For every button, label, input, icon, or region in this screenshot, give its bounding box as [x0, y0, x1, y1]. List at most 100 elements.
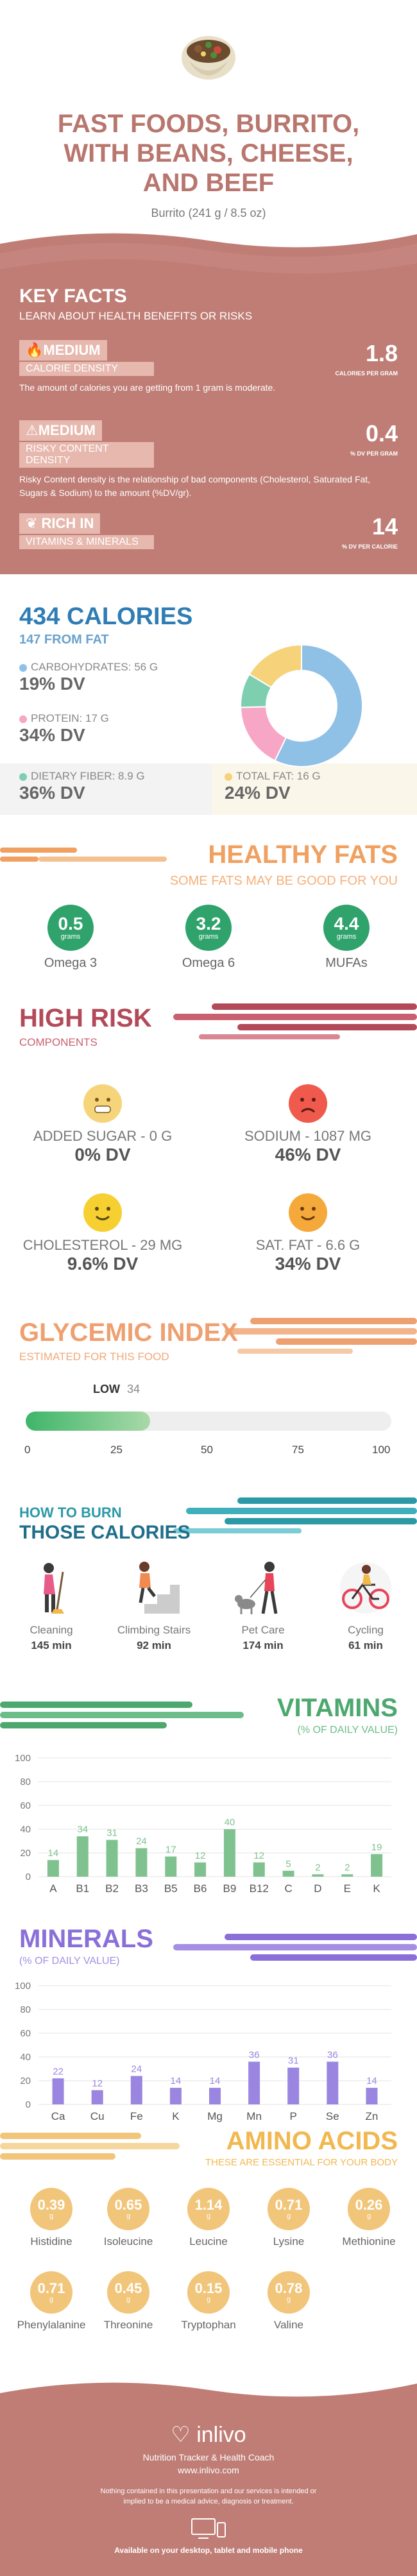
vitamins-value: 14 % DV PER CALORIE [342, 513, 398, 552]
title-line-2: WITH BEANS, CHEESE, [64, 139, 353, 167]
lysine-name: Lysine [273, 2235, 305, 2248]
vitamins-stripes [0, 1702, 244, 1728]
vitamin-ytick-label: 0 [26, 1872, 31, 1882]
key-fact-risky-content: ⚠MEDIUM RISKY CONTENT DENSITY 0.4 % DV P… [19, 420, 398, 500]
vitamin-category-label: B5 [164, 1882, 178, 1895]
calorie-density-level: MEDIUM [43, 342, 101, 358]
glycemic-level-label: LOW [93, 1383, 120, 1395]
vitamins-title: VITAMINS [277, 1694, 398, 1722]
mineral-category-label: Cu [90, 2110, 105, 2122]
smile-face-icon [289, 1193, 327, 1232]
fats-subtitle: SOME FATS MAY BE GOOD FOR YOU [169, 874, 398, 888]
fiber-dv: 36% DV [19, 783, 85, 803]
brand-url[interactable]: www.inlivo.com [178, 2465, 239, 2475]
disclaimer: Nothing contained in this presentation a… [100, 2487, 317, 2505]
mineral-category-label: P [290, 2110, 297, 2122]
vitamin-category-label: B3 [135, 1882, 148, 1895]
minerals-section: MINERALS (% OF DAILY VALUE) 0 20 40 60 80 100… [0, 1918, 417, 2137]
mineral-bar-se [327, 2061, 339, 2104]
vitamin-category-label: B9 [223, 1882, 237, 1895]
amino-tryptophan: 0.15 g Tryptophan [170, 2271, 247, 2332]
omega-6-name: Omega 6 [182, 956, 235, 970]
title-line-1: FAST FOODS, BURRITO, [57, 110, 360, 138]
sat-fat-label: SAT. FAT - 6.6 g [255, 1237, 361, 1253]
footer: ♡ inlivo Nutrition Tracker & Health Coac… [0, 2374, 417, 2576]
key-fact-calorie-density: 🔥MEDIUM CALORIE DENSITY 1.8 CALORIES PER… [19, 340, 398, 395]
risky-content-unit: % DV PER GRAM [350, 450, 398, 457]
glycemic-title: GLYCEMIC INDEX [19, 1318, 238, 1347]
brand-name: inlivo [196, 2423, 246, 2447]
carbohydrates-dv: 19% DV [19, 674, 85, 694]
minerals-bar-chart: 0 20 40 60 80 100 22 Ca 12 Cu 24 Fe 14 K 14 Mg 36 Mn 31 P 36… [15, 1981, 391, 2122]
burn-pet-care: Pet Care 174 min [221, 1559, 305, 1652]
calories-from-fat: 147 FROM FAT [19, 633, 109, 647]
gi-tick-0: 0 [24, 1444, 31, 1456]
methionine-unit: g [366, 2212, 371, 2220]
burn-title-bottom: THOSE CALORIES [19, 1522, 191, 1543]
burrito-icon [182, 36, 235, 80]
valine-name: Valine [274, 2319, 303, 2331]
footer-background [0, 2382, 417, 2576]
brand-logo[interactable]: ♡ inlivo [0, 2422, 417, 2448]
sodium-dv: 46% DV [275, 1145, 341, 1164]
amino-threonine: 0.45 g Threonine [90, 2271, 167, 2332]
burn-climbing-stairs: Climbing Stairs 92 min [112, 1559, 196, 1652]
omega-6-unit: grams [198, 933, 219, 941]
vitamins-section: VITAMINS (% OF DAILY VALUE) 0 20 40 60 80 100… [0, 1694, 417, 1912]
fat-value-badge: 3.2 grams [185, 905, 232, 951]
fiber-highlight [0, 763, 212, 815]
mineral-category-label: K [172, 2110, 180, 2122]
flame-icon: 🔥MEDIUM [19, 340, 107, 361]
minerals-subtitle: (% OF DAILY VALUE) [19, 1956, 120, 1966]
burn-stripes [173, 1497, 417, 1533]
cleaning-value: 145 min [31, 1639, 72, 1651]
mineral-bar-zn [366, 2088, 378, 2104]
calorie-density-unit: CALORIES PER GRAM [335, 370, 398, 377]
gi-tick-75: 75 [292, 1444, 304, 1456]
glycemic-stripes [225, 1318, 417, 1354]
mineral-bar-fe [130, 2076, 142, 2104]
mineral-ytick-label: 100 [15, 1981, 31, 1992]
title-line-3: AND BEEF [142, 169, 275, 197]
calorie-density-label: CALORIE DENSITY [19, 362, 154, 376]
vitamin-category-label: B6 [194, 1882, 207, 1895]
key-facts-background [0, 233, 417, 574]
fats-title: HEALTHY FATS [208, 840, 398, 869]
amino-value-badge: 0.78 g [268, 2271, 310, 2314]
vitamin-category-label: C [284, 1882, 292, 1895]
glycemic-bar [26, 1412, 391, 1431]
mineral-value-label: 36 [249, 2049, 260, 2060]
vitamin-value-label: 2 [315, 1862, 320, 1873]
risky-content-desc: Risky Content density is the relationshi… [19, 474, 371, 498]
vitamin-bar-c [282, 1870, 294, 1877]
brand-tagline: Nutrition Tracker & Health Coach [142, 2452, 275, 2462]
key-facts-title: KEY FACTS [19, 286, 127, 307]
amino-value-badge: 0.71 g [30, 2271, 72, 2314]
serving-size: Burrito (241 g / 8.5 oz) [151, 207, 266, 219]
stairs-value: 92 min [137, 1639, 171, 1651]
mineral-category-label: Se [326, 2110, 339, 2122]
mineral-value-label: 14 [366, 2076, 377, 2086]
macro-carbohydrates: CARBOHYDRATES: 56 g 19% DV [19, 661, 158, 694]
fiber-label: DIETARY FIBER: 8.9 g [31, 770, 145, 782]
valine-value: 0.78 [275, 2280, 303, 2296]
vitamin-bar-k [371, 1854, 383, 1877]
vitamin-bar-b3 [135, 1848, 148, 1877]
vitamin-value-label: 12 [195, 1850, 206, 1861]
mineral-bar-mg [209, 2088, 221, 2104]
sad-face-icon [289, 1084, 327, 1123]
added-sugar-dv: 0% DV [74, 1145, 131, 1164]
added-sugar-label: ADDED SUGAR - 0 g [33, 1128, 173, 1144]
valine-unit: g [286, 2296, 291, 2303]
mineral-value-label: 14 [171, 2076, 182, 2086]
vitamin-value-label: 12 [253, 1850, 264, 1861]
glycemic-index-section: GLYCEMIC INDEX ESTIMATED FOR THIS FOOD L… [0, 1309, 417, 1482]
vitamin-bar-b2 [106, 1839, 118, 1877]
isoleucine-value: 0.65 [114, 2197, 142, 2213]
amino-leucine: 1.14 g Leucine [170, 2188, 247, 2248]
vitamin-bar-b5 [165, 1856, 177, 1877]
macro-protein: PROTEIN: 17 g 34% DV [19, 712, 109, 746]
mineral-bar-ca [52, 2078, 64, 2104]
risky-content-level: MEDIUM [38, 422, 96, 438]
gi-tick-100: 100 [372, 1444, 391, 1456]
